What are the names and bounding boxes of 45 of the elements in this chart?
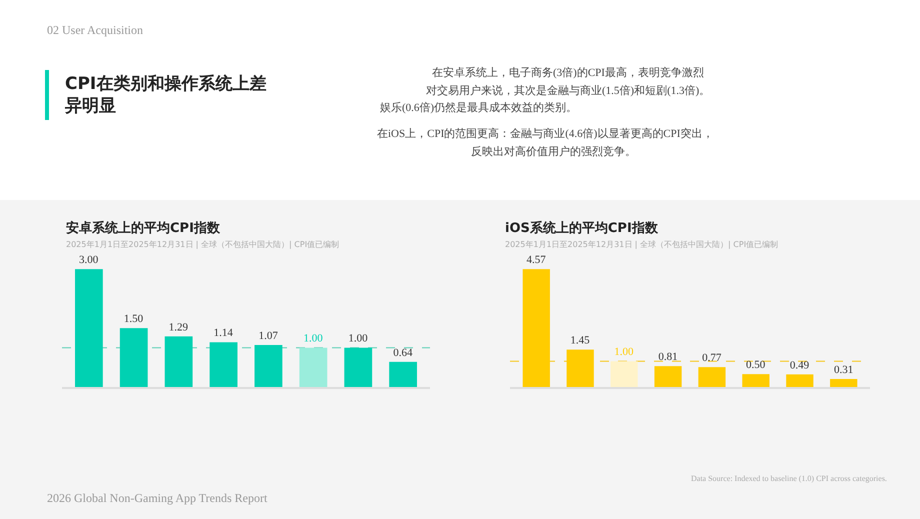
bar xyxy=(698,367,726,387)
text: 2026 Global Non-Gaming App Trends Report xyxy=(47,491,268,505)
bar xyxy=(786,374,814,387)
bar xyxy=(254,344,282,387)
bar xyxy=(566,350,594,387)
data-label: 0.31 xyxy=(834,364,854,376)
text: 在安卓系统上，电子商务(3倍)的CPI最高，表明竞争激烈 xyxy=(432,66,704,79)
bar xyxy=(344,348,372,387)
bar xyxy=(830,379,858,387)
data-label: 0.49 xyxy=(790,359,810,372)
text: CPI在类别和操作系统上差异明显 xyxy=(64,74,266,116)
bar xyxy=(120,328,148,387)
data-label: 1.07 xyxy=(258,330,278,342)
data-label: 0.77 xyxy=(702,352,722,364)
data-label: 3.00 xyxy=(79,254,99,266)
data-label: 1.00 xyxy=(348,332,368,345)
data-label: 1.14 xyxy=(214,327,234,340)
data-label: 0.64 xyxy=(393,346,413,359)
bar xyxy=(210,342,238,387)
data-label: 1.45 xyxy=(570,334,590,347)
data-label: 0.50 xyxy=(746,359,766,372)
data-label: 1.50 xyxy=(124,313,144,326)
text: 反映出对高价值用户的强烈竞争。 xyxy=(471,145,636,158)
data-label: 1.29 xyxy=(168,321,189,334)
bar xyxy=(742,374,770,387)
bar xyxy=(654,366,682,387)
text: 娱乐(0.6倍)仍然是最具成本效益的类别。 xyxy=(380,101,578,114)
bar xyxy=(75,269,103,387)
chart-title: 安卓系统上的平均CPI指数 xyxy=(66,220,221,236)
data-label: 1.00 xyxy=(303,332,324,345)
text: 对交易用户来说，其次是金融与商业(1.5倍)和短剧(1.3倍)。 xyxy=(426,84,710,97)
text: 在iOS上，CPI的范围更高：金融与商业(4.6倍)以显著更高的CPI突出， xyxy=(377,127,714,140)
data-label: 4.57 xyxy=(526,254,546,266)
bar xyxy=(610,361,638,387)
bar xyxy=(299,348,328,387)
bar xyxy=(522,269,550,387)
chart-subtitle: 2025年1月1日至2025年12月31日 | 全球（不包括中国大陆）| CPI值已编制 xyxy=(505,240,778,249)
data-label: 1.00 xyxy=(614,346,634,358)
source-note: Data Source: Indexed to baseline (1.0) CPI across categories. xyxy=(691,474,887,483)
chart-title: iOS系统上的平均CPI指数 xyxy=(505,220,659,236)
bar xyxy=(164,336,193,387)
chart-subtitle: 2025年1月1日至2025年12月31日 | 全球（不包括中国大陆）| CPI值已编制 xyxy=(66,240,340,249)
data-label: 0.81 xyxy=(658,351,678,364)
text: 02 User Acquisition xyxy=(47,23,143,37)
bar xyxy=(389,362,417,387)
